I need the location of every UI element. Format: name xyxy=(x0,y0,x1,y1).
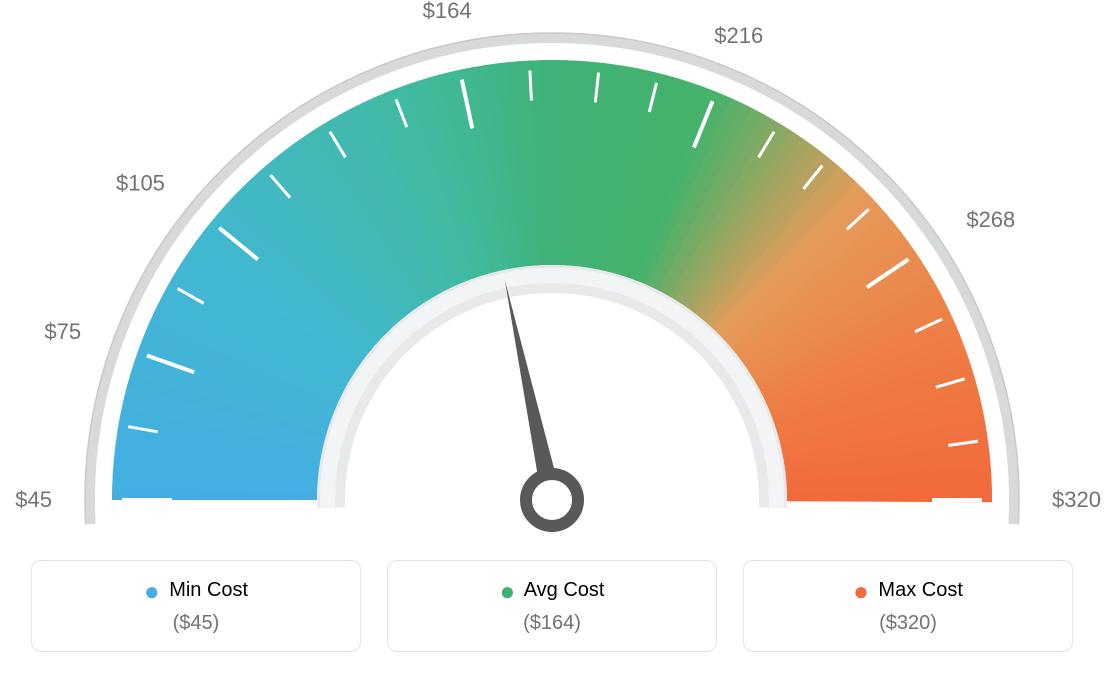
legend-title: ● Max Cost xyxy=(754,579,1062,602)
gauge-tick-label: $45 xyxy=(15,487,52,512)
gauge-tick-label: $105 xyxy=(116,170,165,195)
legend-card: ● Min Cost ($45) xyxy=(31,560,361,652)
gauge-tick-label: $164 xyxy=(423,0,472,23)
legend-card: ● Avg Cost ($164) xyxy=(387,560,717,652)
gauge-tick-label: $216 xyxy=(714,23,763,48)
legend-title-text: Avg Cost xyxy=(524,579,605,601)
gauge-tick-label: $268 xyxy=(966,207,1015,232)
gauge-tick-minor xyxy=(530,71,532,101)
gauge-needle-hub xyxy=(526,474,578,526)
legend-card: ● Max Cost ($320) xyxy=(743,560,1073,652)
legend-dot-icon: ● xyxy=(853,576,869,606)
legend-title-text: Min Cost xyxy=(169,579,248,601)
legend-value: ($164) xyxy=(398,612,706,635)
gauge-chart: $45 $75 $105 $164 $216 $268 $320 xyxy=(0,0,1104,550)
legend-row: ● Min Cost ($45) ● Avg Cost ($164) ● Max Cos… xyxy=(0,560,1104,652)
legend-dot-icon: ● xyxy=(144,576,160,606)
legend-value: ($45) xyxy=(42,612,350,635)
legend-dot-icon: ● xyxy=(500,576,516,606)
gauge-tick-label: $320 xyxy=(1052,487,1101,512)
gauge-svg: $45 $75 $105 $164 $216 $268 $320 xyxy=(0,0,1104,550)
legend-title-text: Max Cost xyxy=(878,579,962,601)
legend-title: ● Avg Cost xyxy=(398,579,706,602)
legend-value: ($320) xyxy=(754,612,1062,635)
legend-title: ● Min Cost xyxy=(42,579,350,602)
gauge-tick-label: $75 xyxy=(44,319,81,344)
